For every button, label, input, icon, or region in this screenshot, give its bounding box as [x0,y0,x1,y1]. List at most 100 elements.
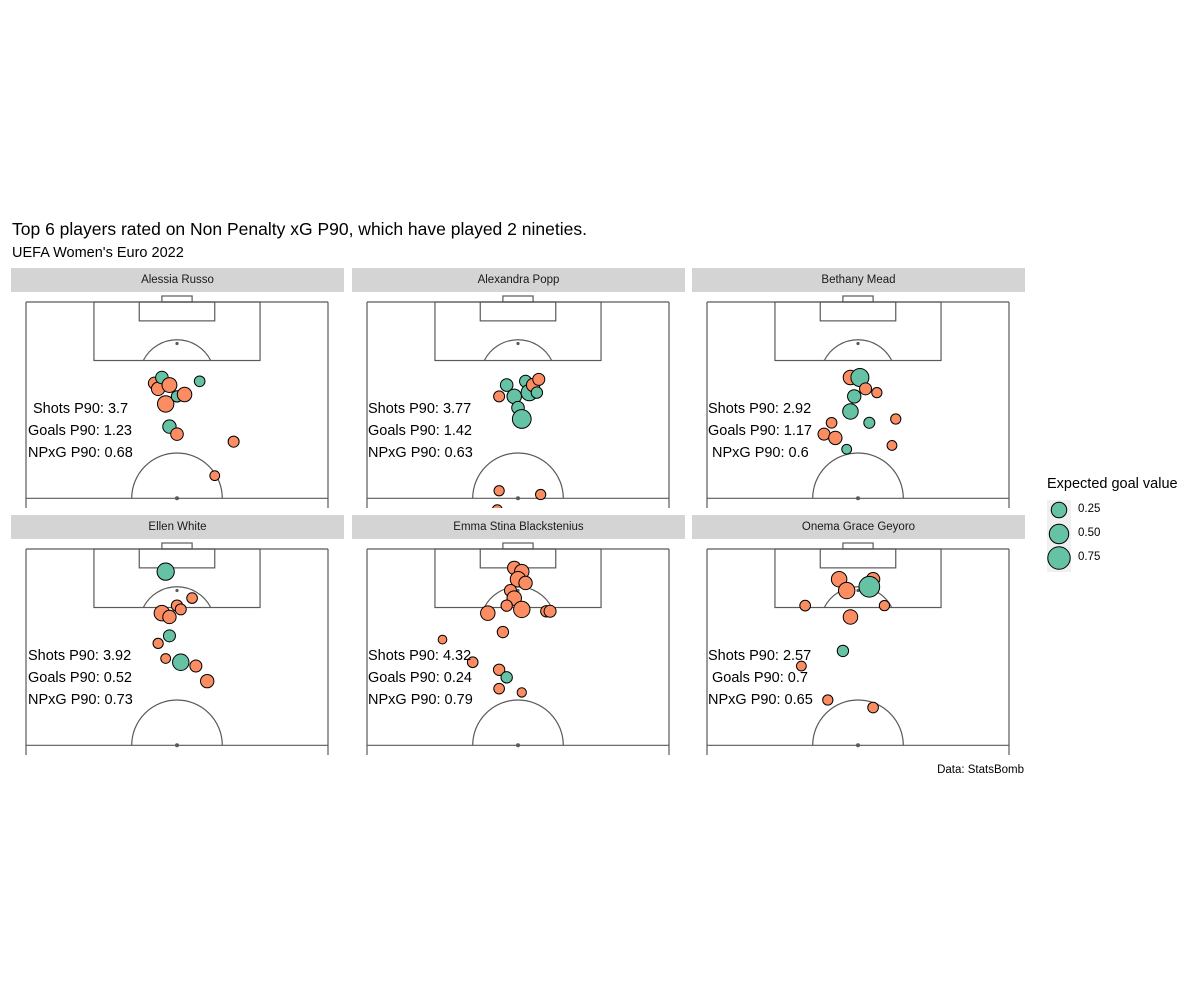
shot-goal-point [841,443,853,455]
npxg-p90-label: NPxG P90: 0.65 [708,692,813,708]
facet-panel: Alessia Russo Shots P90: 3.7 Goals P90: … [11,268,344,508]
shot-point [480,605,496,621]
goals-p90-label: Goals P90: 1.23 [28,423,132,439]
facet-panel: Alexandra Popp Shots P90: 3.77 Goals P90… [352,268,685,508]
goal [161,295,193,303]
goals-p90-label: Goals P90: 0.52 [28,670,132,686]
facet-panel: Emma Stina Blackstenius Shots P90: 4.32 … [352,515,685,755]
shot-point [161,377,178,394]
penalty-spot [175,588,179,593]
shot-point [156,395,175,413]
shot-point [492,663,506,676]
shot-point [825,416,838,429]
legend-label: 0.50 [1078,527,1101,539]
shot-goal-point [836,644,850,658]
shot-point [437,634,448,645]
facet-panel: Ellen White Shots P90: 3.92 Goals P90: 0… [11,515,344,755]
shot-point [890,413,902,425]
npxg-p90-label: NPxG P90: 0.73 [28,692,133,708]
centre-spot [856,743,860,748]
shots-p90-label: Shots P90: 2.57 [708,648,812,664]
six-yard-box [819,301,897,322]
goals-p90-label: Goals P90: 1.17 [708,423,812,439]
npxg-p90-label: NPxG P90: 0.79 [368,692,473,708]
chart-title: Top 6 players rated on Non Penalty xG P9… [12,219,587,239]
shot-point [878,600,891,612]
npxg-p90-label: NPxG P90: 0.6 [712,445,809,461]
pitch-plot [25,542,329,755]
shot-point [837,581,856,600]
penalty-spot [516,341,520,346]
shot-point [493,682,505,695]
shot-point [176,386,193,403]
shot-goal-point [847,389,862,404]
shot-point [842,609,859,625]
shot-goal-point [511,409,532,429]
legend-key-background [1047,500,1071,572]
shots-p90-label: Shots P90: 3.7 [33,401,129,417]
facet-strip-label: Bethany Mead [692,268,1025,292]
penalty-arc [483,339,553,361]
goals-p90-label: Goals P90: 0.24 [368,670,472,686]
shot-point [516,687,527,698]
shot-point [867,701,879,714]
legend-symbols [1047,501,1071,570]
pitch-plot [366,295,670,508]
goal [161,542,193,550]
legend-symbol [1050,501,1068,519]
shot-point [799,599,811,612]
centre-circle [131,699,223,746]
centre-spot [175,496,179,501]
pitch-plot [706,295,1010,508]
shot-point [518,575,533,591]
penalty-spot [175,341,179,346]
penalty-area [93,301,261,362]
shot-goal-point [193,375,206,388]
penalty-arc [142,339,212,361]
centre-spot [856,496,860,501]
shot-point [795,660,807,672]
data-source-caption: Data: StatsBomb [937,764,1024,776]
facet-strip-label: Emma Stina Blackstenius [352,515,685,539]
shot-point [532,372,546,386]
centre-circle [812,452,904,499]
shot-point [500,599,513,612]
npxg-p90-label: NPxG P90: 0.68 [28,445,133,461]
shot-point [493,485,505,497]
legend-title: Expected goal value [1047,476,1178,492]
shot-point [466,656,479,669]
shot-point [871,386,883,399]
shot-point [227,435,240,448]
facet-strip-label: Onema Grace Geyoro [692,515,1025,539]
shots-p90-label: Shots P90: 3.92 [28,648,132,664]
shot-goal-point [858,575,881,598]
goal [502,542,534,550]
goal [842,542,874,550]
centre-spot [175,743,179,748]
shot-point [543,604,557,618]
legend-label: 0.25 [1078,503,1101,515]
shot-goal-point [162,629,176,643]
shot-point [189,659,203,673]
facet-strip-label: Alessia Russo [11,268,344,292]
penalty-area [774,301,942,362]
shot-point [886,440,898,451]
shot-point [170,427,184,441]
goals-p90-label: Goals P90: 0.7 [712,670,808,686]
penalty-arc [142,586,212,608]
six-yard-box [138,301,216,322]
goal [842,295,874,303]
shot-goal-point [156,562,175,581]
centre-spot [516,743,520,748]
goals-p90-label: Goals P90: 1.42 [368,423,472,439]
centre-spot [516,496,520,501]
shot-point [186,592,198,604]
shot-point [496,625,510,639]
centre-circle [472,699,564,746]
shots-p90-label: Shots P90: 2.92 [708,401,812,417]
legend-symbol [1048,523,1070,545]
facet-panel: Onema Grace Geyoro Shots P90: 2.57 Goals… [692,515,1025,755]
legend-label: 0.75 [1078,551,1101,563]
npxg-p90-label: NPxG P90: 0.63 [368,445,473,461]
facet-strip-label: Alexandra Popp [352,268,685,292]
